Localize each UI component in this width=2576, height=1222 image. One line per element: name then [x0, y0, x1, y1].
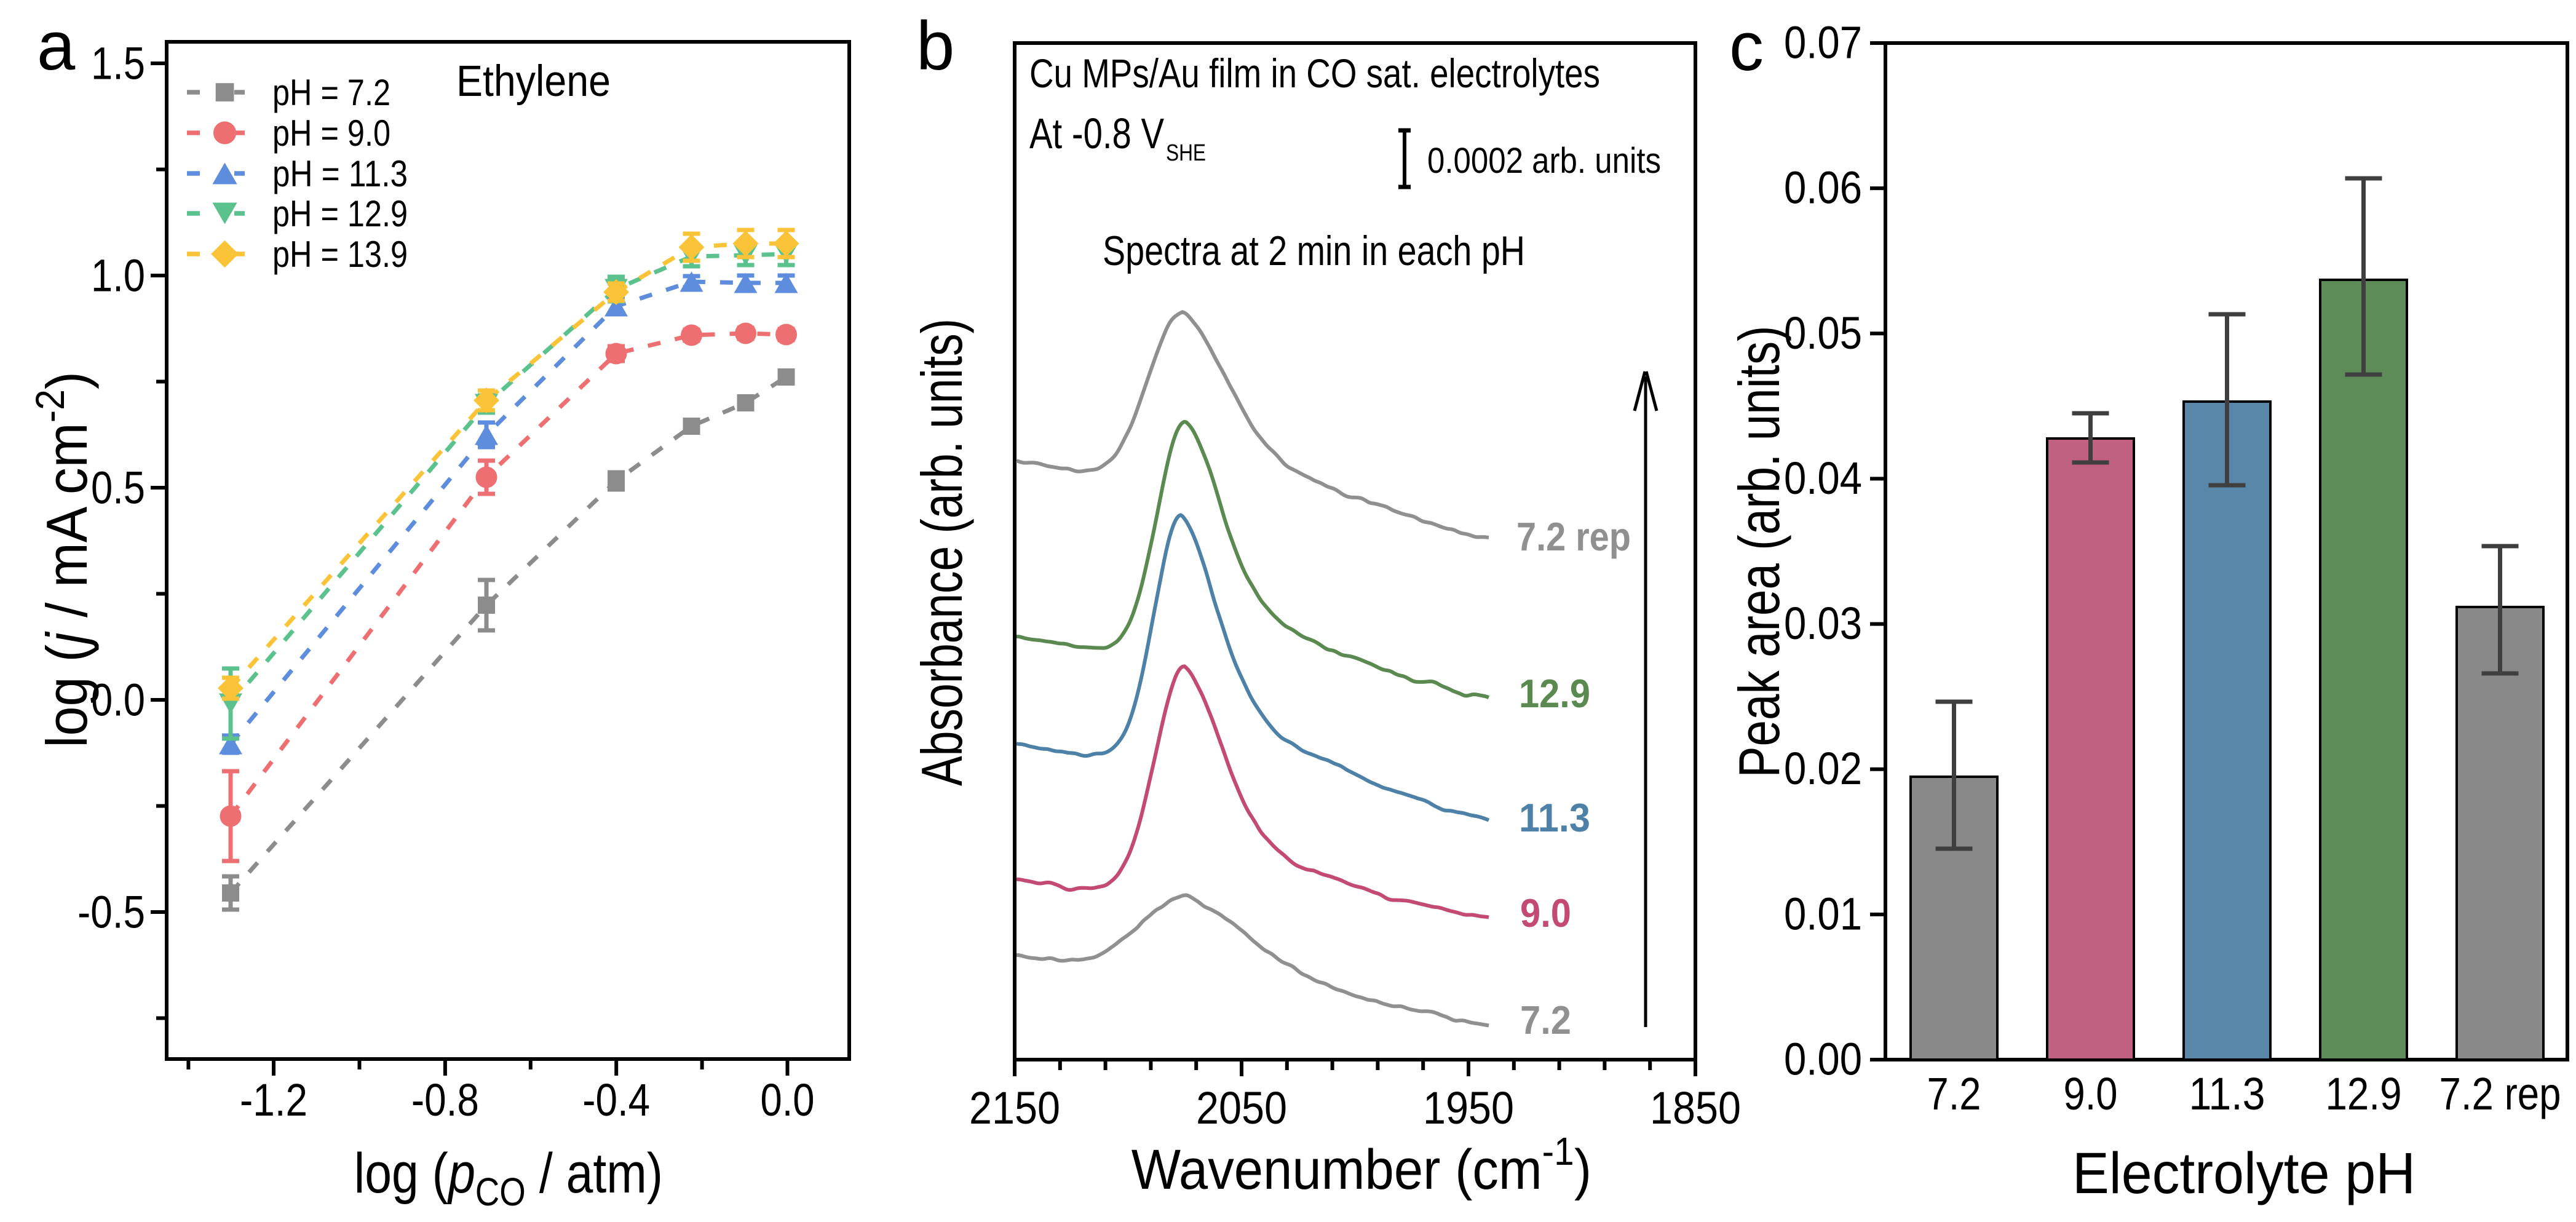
- svg-text:-0.4: -0.4: [582, 1074, 650, 1125]
- svg-text:log (: log (: [34, 645, 99, 748]
- svg-text:11.3: 11.3: [1519, 795, 1590, 840]
- svg-text:At -0.8 V: At -0.8 V: [1029, 109, 1164, 157]
- svg-text:1950: 1950: [1423, 1082, 1514, 1133]
- svg-text:a: a: [37, 7, 76, 84]
- svg-text:1.0: 1.0: [91, 250, 145, 301]
- svg-text:Absorbance (arb. units): Absorbance (arb. units): [910, 319, 974, 786]
- svg-text:pH = 12.9: pH = 12.9: [272, 193, 408, 234]
- svg-text:1850: 1850: [1650, 1082, 1741, 1133]
- svg-text:7.2 rep: 7.2 rep: [2439, 1068, 2561, 1119]
- svg-text:0.0002 arb. units: 0.0002 arb. units: [1427, 141, 1661, 181]
- svg-text:log (: log (: [354, 1142, 448, 1205]
- svg-text:-2: -2: [27, 389, 73, 423]
- svg-text:0.00: 0.00: [1784, 1034, 1862, 1085]
- svg-text:0.03: 0.03: [1784, 598, 1862, 649]
- svg-text:2050: 2050: [1196, 1082, 1287, 1133]
- svg-text:0.0: 0.0: [91, 675, 145, 726]
- svg-text:0.01: 0.01: [1784, 888, 1862, 939]
- svg-text:Cu MPs/Au film in CO sat. elec: Cu MPs/Au film in CO sat. electrolytes: [1029, 50, 1600, 96]
- svg-text:7.2: 7.2: [1520, 998, 1571, 1042]
- svg-text:pH = 13.9: pH = 13.9: [272, 234, 408, 275]
- svg-text:/ atm): / atm): [526, 1142, 663, 1205]
- svg-text:0.5: 0.5: [91, 462, 145, 514]
- svg-text:0.07: 0.07: [1784, 17, 1862, 68]
- svg-text:SHE: SHE: [1166, 140, 1206, 166]
- svg-text:2150: 2150: [969, 1082, 1060, 1133]
- svg-text:pH = 7.2: pH = 7.2: [272, 72, 390, 113]
- svg-text:11.3: 11.3: [2189, 1068, 2265, 1119]
- svg-text:Ethylene: Ethylene: [456, 57, 611, 106]
- svg-text:Electrolyte pH: Electrolyte pH: [2072, 1141, 2415, 1206]
- svg-text:pH = 9.0: pH = 9.0: [272, 113, 390, 154]
- svg-text:Peak area (arb. units): Peak area (arb. units): [1727, 326, 1791, 778]
- svg-text:7.2: 7.2: [1927, 1068, 1981, 1119]
- svg-text:Wavenumber (cm: Wavenumber (cm: [1131, 1138, 1542, 1201]
- svg-text:9.0: 9.0: [1520, 891, 1571, 935]
- svg-text:): ): [34, 371, 99, 389]
- svg-text:c: c: [1729, 8, 1764, 85]
- svg-text:): ): [1574, 1138, 1591, 1201]
- svg-text:p: p: [446, 1142, 475, 1205]
- svg-text:12.9: 12.9: [1519, 671, 1590, 716]
- svg-text:0.02: 0.02: [1784, 743, 1862, 794]
- svg-text:9.0: 9.0: [2064, 1068, 2118, 1119]
- svg-text:0.06: 0.06: [1784, 162, 1862, 213]
- svg-text:0.04: 0.04: [1784, 453, 1862, 504]
- svg-text:-1.2: -1.2: [240, 1074, 307, 1125]
- svg-text:12.9: 12.9: [2326, 1068, 2402, 1119]
- svg-text:-0.8: -0.8: [411, 1074, 479, 1125]
- svg-text:1.5: 1.5: [91, 38, 145, 89]
- svg-text:b: b: [916, 7, 954, 84]
- svg-text:-1: -1: [1542, 1129, 1574, 1173]
- svg-text:pH = 11.3: pH = 11.3: [272, 153, 408, 194]
- svg-text:0.05: 0.05: [1784, 307, 1862, 359]
- svg-text:-0.5: -0.5: [77, 887, 145, 938]
- svg-text:0.0: 0.0: [761, 1074, 815, 1125]
- svg-text:/ mA cm: / mA cm: [34, 423, 99, 632]
- svg-text:7.2 rep: 7.2 rep: [1516, 514, 1631, 559]
- svg-text:CO: CO: [475, 1170, 526, 1214]
- svg-text:Spectra at 2 min in each pH: Spectra at 2 min in each pH: [1103, 228, 1525, 274]
